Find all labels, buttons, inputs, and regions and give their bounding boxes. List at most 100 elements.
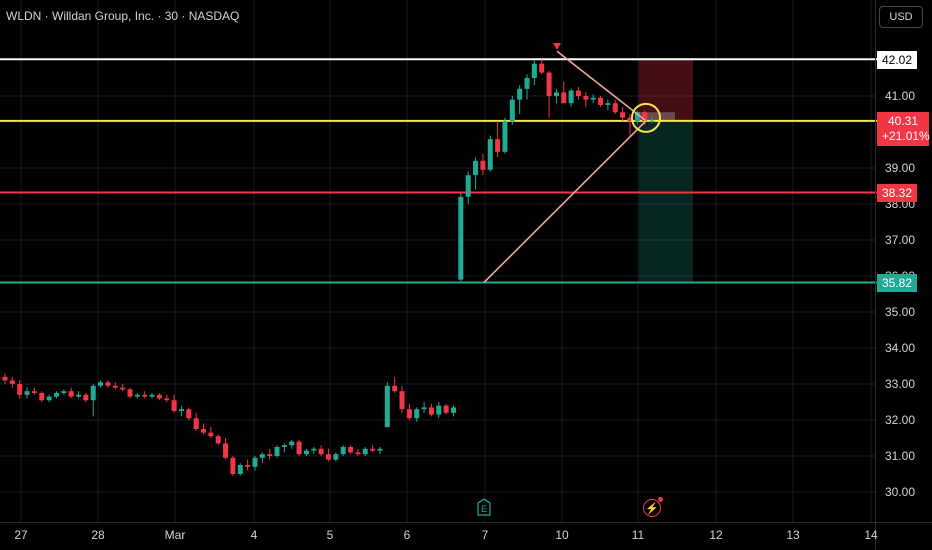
- price-tick-label: 41.00: [885, 89, 916, 103]
- price-tick-label: 33.00: [885, 377, 916, 391]
- candle-body: [39, 393, 45, 401]
- candle-body: [598, 97, 604, 105]
- candle-body: [517, 88, 523, 100]
- candle-body: [473, 160, 479, 176]
- time-tick-label: 5: [326, 528, 334, 542]
- time-tick-label: Mar: [164, 528, 186, 542]
- candle-body: [245, 465, 251, 467]
- price-tick-label: 37.00: [885, 233, 916, 247]
- earnings-marker[interactable]: E: [477, 498, 491, 516]
- lightning-icon[interactable]: ⚡: [643, 497, 663, 517]
- candle-body: [642, 112, 648, 122]
- candle-body: [546, 72, 552, 96]
- candle-body: [465, 175, 471, 197]
- candle-body: [120, 387, 126, 390]
- candle-body: [68, 391, 74, 397]
- candle-body: [326, 454, 331, 460]
- candle-body: [620, 112, 626, 118]
- time-tick-label: 14: [864, 528, 878, 542]
- candle-body: [201, 429, 207, 433]
- stop-zone: [639, 59, 693, 121]
- price-tick-label: 30.00: [885, 485, 916, 499]
- candle-body: [384, 385, 390, 428]
- target-zone: [639, 120, 693, 283]
- candle-body: [83, 394, 89, 401]
- candle-body: [267, 454, 273, 456]
- candle-body: [24, 391, 30, 395]
- candle-body: [428, 407, 434, 415]
- candle-body: [649, 120, 655, 122]
- candle-body: [399, 391, 405, 410]
- candle-body: [370, 448, 376, 451]
- last-price-tag: 40.31 +21.01%: [877, 112, 930, 146]
- candle-body: [487, 139, 493, 170]
- candle-body: [53, 393, 59, 397]
- earnings-marker-label: E: [481, 504, 487, 514]
- candle-body: [575, 90, 581, 96]
- candle-body: [627, 117, 633, 122]
- candle-body: [392, 385, 398, 392]
- last-price-change: +21.01%: [882, 129, 930, 143]
- candle-body: [303, 450, 309, 455]
- candle-body: [377, 448, 383, 451]
- currency-button[interactable]: USD: [879, 6, 923, 28]
- candle-body: [230, 457, 236, 474]
- time-tick-label: 28: [91, 528, 105, 542]
- candle-body: [311, 448, 317, 451]
- candle-body: [362, 448, 368, 455]
- last-price-value: 40.31: [887, 114, 919, 128]
- time-tick-label: 13: [786, 528, 800, 542]
- candle-body: [568, 90, 574, 104]
- candle-body: [531, 63, 537, 78]
- candle-body: [259, 454, 265, 458]
- candle-body: [495, 139, 501, 152]
- price-tick-label: 34.00: [885, 341, 916, 355]
- candle-body: [605, 103, 611, 105]
- candle-body: [480, 160, 486, 170]
- candle-body: [105, 382, 111, 386]
- candle-body: [318, 448, 324, 455]
- trend-line-up: [483, 120, 647, 284]
- candle-body: [9, 380, 15, 384]
- candle-body: [296, 441, 302, 455]
- price-axis-separator: [875, 0, 876, 550]
- time-tick-label: 11: [631, 528, 645, 542]
- candle-body: [134, 394, 140, 397]
- candle-body: [31, 391, 37, 393]
- candle-body: [289, 441, 295, 446]
- candle-body: [524, 78, 530, 89]
- highlight-circle: [631, 102, 661, 133]
- candle-body: [98, 382, 104, 386]
- candle-body: [458, 196, 464, 280]
- symbol-title[interactable]: WLDN · Willdan Group, Inc. · 30 · NASDAQ: [6, 9, 240, 23]
- time-tick-label: 12: [709, 528, 723, 542]
- time-axis-separator: [0, 522, 932, 523]
- candle-body: [17, 384, 23, 395]
- candle-body: [436, 405, 442, 415]
- candle-body: [333, 454, 339, 460]
- candle-body: [2, 376, 8, 381]
- candle-body: [164, 398, 170, 401]
- candle-body: [156, 394, 162, 399]
- candle-body: [274, 447, 280, 456]
- candle-body: [612, 103, 618, 113]
- notification-dot: [658, 497, 663, 502]
- price-tick-label: 39.00: [885, 161, 916, 175]
- candle-body: [186, 409, 192, 419]
- candle-body: [171, 400, 177, 411]
- price-tick-label: 31.00: [885, 449, 916, 463]
- time-tick-label: 7: [481, 528, 489, 542]
- candle-body: [76, 394, 82, 397]
- candle-body: [583, 96, 589, 100]
- candle-body: [142, 394, 148, 397]
- candle-body: [178, 409, 184, 411]
- candle-body: [443, 405, 449, 413]
- candle-body: [90, 385, 96, 401]
- chart-area[interactable]: [0, 0, 877, 522]
- candle-body: [421, 407, 427, 410]
- candle-body: [414, 409, 420, 419]
- candle-body: [46, 396, 52, 401]
- top-marker-arrow: [553, 43, 561, 50]
- time-tick-label: 10: [555, 528, 569, 542]
